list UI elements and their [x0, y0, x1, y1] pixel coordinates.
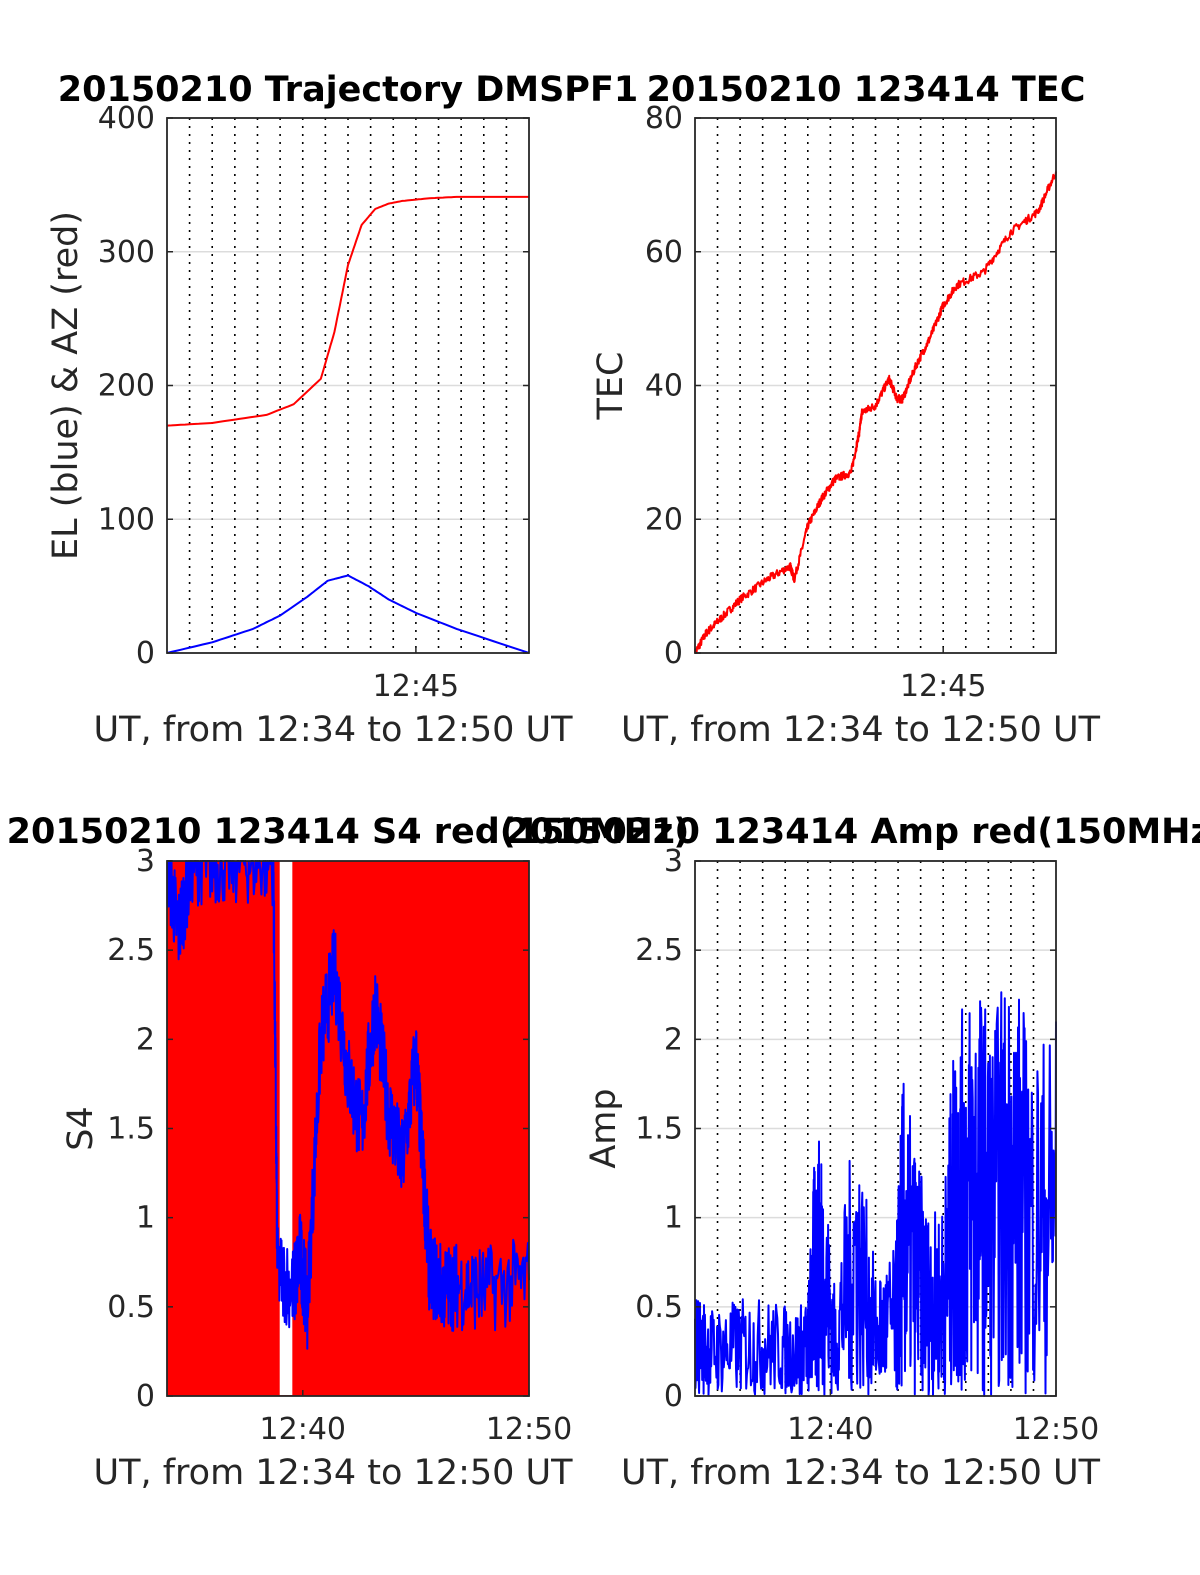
y-tick-label: 0 — [664, 636, 683, 671]
y-tick-label: 3 — [136, 844, 155, 879]
series-line-blue — [166, 574, 530, 654]
y-tick-label: 0 — [136, 1379, 155, 1414]
panel-amp: 0 0.5 1 1.5 2 2.5 3 12:40 12:50 UT, from 12:34 to… — [505, 812, 1200, 1493]
y-tick-label: 2 — [136, 1022, 155, 1057]
series-line-blue — [166, 860, 530, 1350]
panel-trajectory: 0 100 200 300 400 12:45 UT, from 12:34 to 12:5… — [46, 70, 638, 750]
y-tick-label: 3 — [664, 844, 683, 879]
y-tick-label: 0.5 — [635, 1290, 683, 1325]
y-tick-label: 1.5 — [107, 1112, 155, 1147]
chart-title: 20150210 123414 S4 red(150MHz) — [7, 812, 690, 852]
y-tick-label: 300 — [98, 235, 155, 270]
x-tick-label: 12:45 — [900, 669, 986, 704]
chart-title: 20150210 123414 TEC — [647, 70, 1086, 110]
y-tick-label: 2.5 — [107, 933, 155, 968]
x-tick-label: 12:50 — [486, 1412, 572, 1447]
x-axis-label: UT, from 12:34 to 12:50 UT — [621, 1453, 1101, 1493]
series-line-blue — [694, 991, 1057, 1397]
chart-title: 20150210 Trajectory DMSPF1 — [58, 70, 638, 110]
y-tick-label: 200 — [98, 369, 155, 404]
y-tick-label: 1.5 — [635, 1112, 683, 1147]
x-tick-label: 12:50 — [1013, 1412, 1099, 1447]
y-tick-label: 60 — [645, 235, 683, 270]
x-tick-label: 12:40 — [260, 1412, 346, 1447]
y-tick-label: 1 — [664, 1201, 683, 1236]
y-axis-label: TEC — [591, 352, 631, 421]
x-tick-label: 12:40 — [787, 1412, 873, 1447]
y-tick-label: 0 — [136, 636, 155, 671]
y-tick-label: 80 — [645, 101, 683, 136]
x-axis-label: UT, from 12:34 to 12:50 UT — [93, 1453, 573, 1493]
panel-tec: 0 20 40 60 80 12:45 UT, from 12:34 to 12:50 UT… — [591, 70, 1101, 750]
y-tick-label: 20 — [645, 502, 683, 537]
y-tick-label: 1 — [136, 1201, 155, 1236]
x-axis-label: UT, from 12:34 to 12:50 UT — [621, 710, 1101, 750]
chart-title: 20150210 123414 Amp red(150MHz) — [505, 812, 1200, 852]
x-tick-label: 12:45 — [373, 669, 459, 704]
y-axis-label: EL (blue) & AZ (red) — [46, 211, 86, 560]
y-tick-label: 0 — [664, 1379, 683, 1414]
y-tick-label: 2 — [664, 1022, 683, 1057]
x-axis-label: UT, from 12:34 to 12:50 UT — [93, 710, 573, 750]
y-tick-label: 2.5 — [635, 933, 683, 968]
y-tick-label: 0.5 — [107, 1290, 155, 1325]
panel-s4: 0 0.5 1 1.5 2 2.5 3 12:40 12:50 UT, from 12:34 to… — [7, 812, 690, 1493]
series-line-red — [166, 195, 529, 427]
y-tick-label: 400 — [98, 101, 155, 136]
y-tick-label: 100 — [98, 502, 155, 537]
y-tick-label: 40 — [645, 369, 683, 404]
series-line-red — [694, 171, 1057, 654]
y-axis-label: S4 — [61, 1106, 101, 1151]
y-axis-label: Amp — [584, 1088, 624, 1168]
